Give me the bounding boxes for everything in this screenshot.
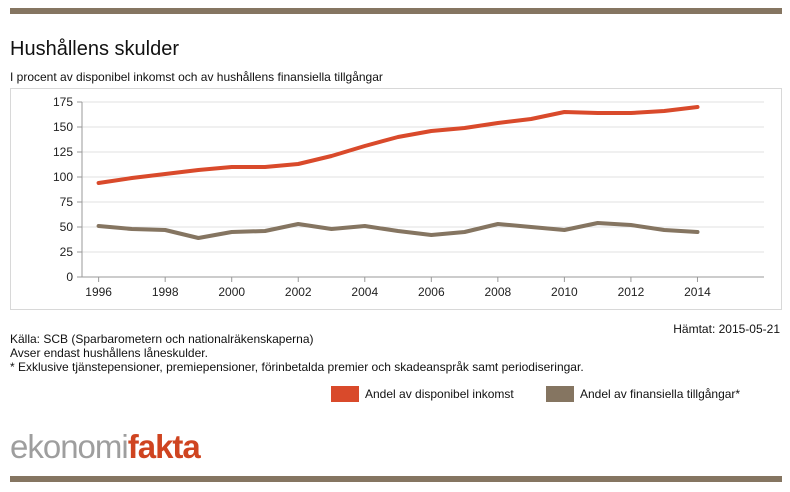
x-tick-label-2012: 2012 bbox=[618, 285, 645, 299]
series-line-2 bbox=[96, 221, 700, 240]
y-tick-label-100: 100 bbox=[53, 170, 73, 184]
footnote: * Exklusive tjänstepensioner, premiepens… bbox=[10, 360, 584, 374]
series-line-1 bbox=[96, 105, 700, 185]
y-tick-label-175: 175 bbox=[53, 95, 73, 109]
x-tick-label-2002: 2002 bbox=[285, 285, 312, 299]
bottom-border-bar bbox=[10, 476, 782, 482]
legend-swatch-assets bbox=[546, 386, 574, 402]
x-tick-label-1996: 1996 bbox=[85, 285, 112, 299]
y-tick-label-25: 25 bbox=[60, 245, 74, 259]
y-tick-label-75: 75 bbox=[60, 195, 74, 209]
y-tick-label-50: 50 bbox=[60, 220, 74, 234]
y-tick-label-125: 125 bbox=[53, 145, 73, 159]
legend-label-assets: Andel av finansiella tillgångar* bbox=[580, 387, 741, 401]
y-tick-label-150: 150 bbox=[53, 120, 73, 134]
y-tick-label-0: 0 bbox=[66, 270, 73, 284]
x-tick-label-2008: 2008 bbox=[485, 285, 512, 299]
top-border-bar bbox=[10, 8, 782, 14]
x-tick-label-2014: 2014 bbox=[684, 285, 711, 299]
source-note: Källa: SCB (Sparbarometern och nationalr… bbox=[10, 332, 314, 346]
logo-text-ekonomi: ekonomi bbox=[10, 428, 129, 465]
chart-frame bbox=[10, 88, 782, 310]
line-chart: 0 25 50 75 100 125 150 175 1996 1998 2000 2002 2004 2… bbox=[53, 95, 764, 299]
x-tick-label-2006: 2006 bbox=[418, 285, 445, 299]
scope-note: Avser endast hushållens låneskulder. bbox=[10, 346, 208, 360]
fetched-date: Hämtat: 2015-05-21 bbox=[673, 322, 780, 336]
logo-text-fakta: fakta bbox=[127, 428, 201, 465]
x-tick-label-2010: 2010 bbox=[551, 285, 578, 299]
chart-subtitle: I procent av disponibel inkomst och av h… bbox=[10, 70, 383, 84]
x-tick-label-2000: 2000 bbox=[218, 285, 245, 299]
chart-notes: Källa: SCB (Sparbarometern och nationalr… bbox=[10, 332, 584, 374]
legend-label-income: Andel av disponibel inkomst bbox=[365, 387, 514, 401]
chart-title: Hushållens skulder bbox=[10, 38, 179, 60]
legend-swatch-income bbox=[331, 386, 359, 402]
x-tick-label-1998: 1998 bbox=[152, 285, 179, 299]
ekonomifakta-logo: ekonomifakta bbox=[10, 428, 201, 466]
legend-item-income: Andel av disponibel inkomst bbox=[331, 386, 514, 402]
legend-item-assets: Andel av finansiella tillgångar* bbox=[546, 386, 740, 402]
x-tick-label-2004: 2004 bbox=[351, 285, 378, 299]
